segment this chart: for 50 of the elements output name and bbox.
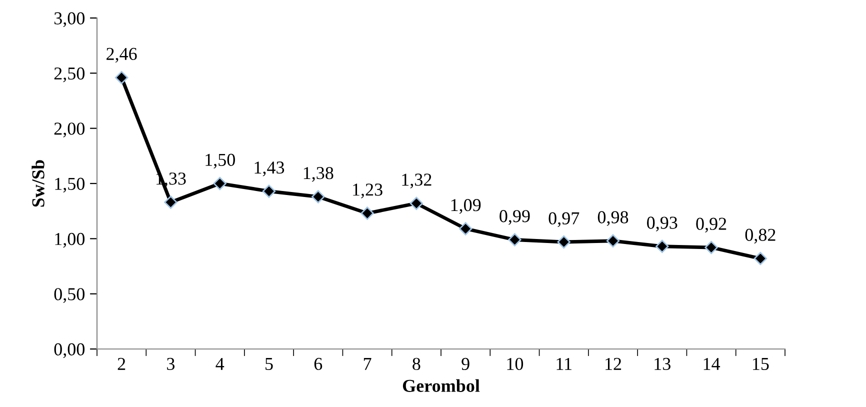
data-label: 0,99: [500, 210, 530, 225]
y-tick-label: 3,00: [54, 12, 85, 28]
y-tick-label: 1,00: [55, 232, 85, 248]
x-tick-label: 7: [364, 358, 372, 370]
x-tick-label: 14: [704, 358, 720, 370]
data-label: 0,92: [696, 218, 726, 233]
point: [557, 235, 570, 249]
data-label: 1,09: [451, 198, 481, 214]
point: [312, 190, 325, 204]
x-tick-label: 13: [654, 358, 670, 370]
data-label: 0,93: [647, 216, 678, 232]
point: [213, 176, 226, 190]
data-label: 1,38: [304, 167, 334, 182]
point: [458, 222, 472, 236]
x-tick-label: 3: [167, 358, 175, 370]
x-tick-label: 6: [314, 358, 322, 370]
x-tick-label: 11: [556, 358, 572, 370]
point: [164, 196, 178, 209]
data-label: 1,50: [206, 154, 235, 169]
data-label: 0,98: [598, 211, 628, 226]
y-tick-label: 0,50: [54, 288, 85, 303]
x-tick-label: 12: [606, 358, 622, 370]
point: [262, 184, 276, 198]
x-tick-label: 9: [462, 358, 470, 370]
point: [656, 240, 669, 253]
point: [114, 70, 128, 84]
y-tick-label: 2,50: [54, 67, 85, 82]
data-label: 2,46: [106, 48, 137, 63]
x-tick-label: 2: [118, 358, 126, 370]
point: [410, 196, 424, 210]
point: [704, 240, 718, 254]
point: [606, 234, 620, 248]
y-tick-label: 0,00: [54, 343, 85, 358]
data-label: 1,23: [353, 184, 382, 198]
x-tick-label: 8: [412, 358, 420, 370]
y-axis-title: Sw/Sb: [32, 160, 44, 207]
data-label: 0,82: [745, 228, 776, 244]
y-tick-label: 2,00: [54, 122, 85, 138]
x-tick-label: 4: [216, 358, 224, 370]
x-tick-label: 10: [507, 358, 524, 370]
point: [754, 252, 768, 266]
x-tick-label: 15: [752, 358, 769, 370]
y-tick-label: 1,50: [55, 178, 85, 193]
point: [360, 206, 374, 220]
x-axis-title: Gerombol: [402, 379, 480, 392]
point: [508, 233, 522, 246]
data-label: 1,43: [254, 162, 284, 176]
data-label: 1,32: [402, 174, 432, 188]
data-label: 0,97: [548, 212, 580, 228]
x-tick-label: 5: [266, 358, 273, 370]
